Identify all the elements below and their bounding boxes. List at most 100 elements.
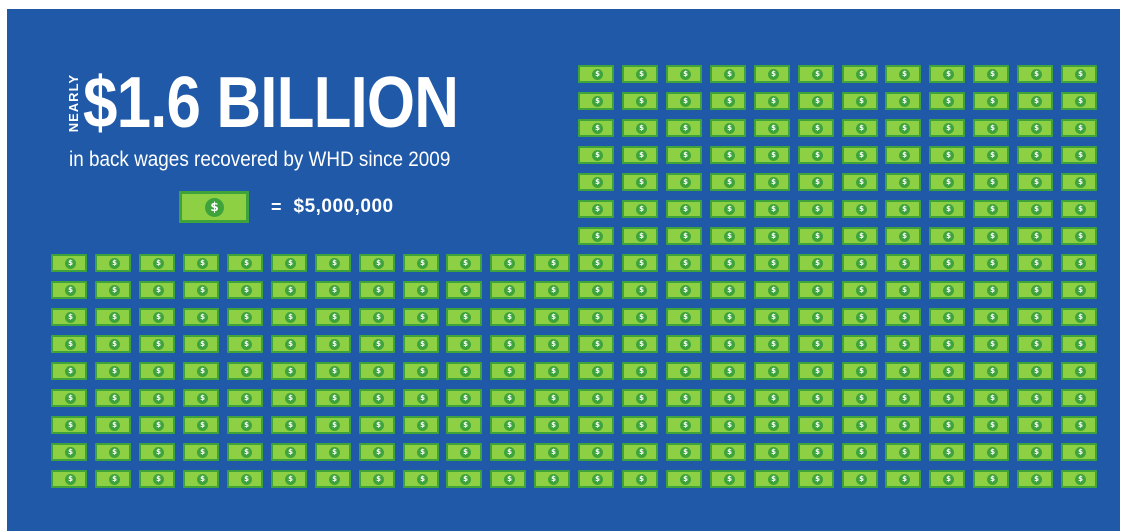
dollar-sign-icon: $ bbox=[899, 366, 910, 377]
dollar-sign-icon: $ bbox=[636, 447, 647, 458]
dollar-bill-icon: $ bbox=[183, 389, 219, 407]
dollar-sign-icon: $ bbox=[724, 258, 735, 269]
dollar-bill-icon: $ bbox=[271, 416, 307, 434]
dollar-sign-icon: $ bbox=[285, 339, 296, 350]
dollar-bill-icon: $ bbox=[578, 65, 614, 83]
dollar-bill-icon: $ bbox=[1017, 281, 1053, 299]
dollar-bill-icon: $ bbox=[183, 254, 219, 272]
dollar-sign-icon: $ bbox=[329, 285, 340, 296]
dollar-bill-icon: $ bbox=[885, 335, 921, 353]
dollar-sign-icon: $ bbox=[1031, 204, 1042, 215]
dollar-sign-icon: $ bbox=[197, 474, 208, 485]
dollar-bill-icon: $ bbox=[1061, 335, 1097, 353]
dollar-bill-icon: $ bbox=[1061, 470, 1097, 488]
dollar-bill-icon: $ bbox=[315, 416, 351, 434]
dollar-sign-icon: $ bbox=[899, 177, 910, 188]
dollar-bill-icon: $ bbox=[622, 254, 658, 272]
dollar-bill-icon: $ bbox=[578, 416, 614, 434]
dollar-sign-icon: $ bbox=[812, 474, 823, 485]
dollar-sign-icon: $ bbox=[680, 231, 691, 242]
dollar-bill-icon: $ bbox=[798, 470, 834, 488]
dollar-sign-icon: $ bbox=[592, 69, 603, 80]
dollar-bill-icon: $ bbox=[973, 200, 1009, 218]
dollar-bill-icon: $ bbox=[842, 443, 878, 461]
dollar-bill-icon: $ bbox=[798, 389, 834, 407]
dollar-sign-icon: $ bbox=[768, 474, 779, 485]
dollar-bill-icon: $ bbox=[51, 308, 87, 326]
dollar-bill-icon: $ bbox=[403, 254, 439, 272]
dollar-sign-icon: $ bbox=[65, 312, 76, 323]
dollar-sign-icon: $ bbox=[109, 447, 120, 458]
dollar-bill-icon: $ bbox=[666, 308, 702, 326]
dollar-bill-icon: $ bbox=[973, 335, 1009, 353]
dollar-sign-icon: $ bbox=[987, 447, 998, 458]
dollar-sign-icon: $ bbox=[768, 258, 779, 269]
dollar-bill-icon: $ bbox=[842, 389, 878, 407]
dollar-sign-icon: $ bbox=[768, 69, 779, 80]
dollar-sign-icon: $ bbox=[1075, 258, 1086, 269]
dollar-sign-icon: $ bbox=[899, 312, 910, 323]
dollar-bill-icon: $ bbox=[227, 470, 263, 488]
dollar-sign-icon: $ bbox=[943, 150, 954, 161]
dollar-sign-icon: $ bbox=[899, 204, 910, 215]
dollar-bill-icon: $ bbox=[973, 416, 1009, 434]
dollar-sign-icon: $ bbox=[241, 393, 252, 404]
dollar-sign-icon: $ bbox=[680, 258, 691, 269]
dollar-bill-icon: $ bbox=[842, 308, 878, 326]
dollar-bill-icon: $ bbox=[183, 281, 219, 299]
dollar-bill-icon: $ bbox=[929, 416, 965, 434]
dollar-bill-icon: $ bbox=[710, 281, 746, 299]
dollar-bill-icon: $ bbox=[578, 119, 614, 137]
dollar-sign-icon: $ bbox=[153, 447, 164, 458]
dollar-bill-icon: $ bbox=[754, 308, 790, 326]
dollar-bill-icon: $ bbox=[578, 443, 614, 461]
dollar-bill-icon: $ bbox=[710, 254, 746, 272]
dollar-sign-icon: $ bbox=[504, 312, 515, 323]
dollar-sign-icon: $ bbox=[636, 96, 647, 107]
dollar-bill-icon: $ bbox=[359, 335, 395, 353]
dollar-bill-icon: $ bbox=[315, 254, 351, 272]
dollar-sign-icon: $ bbox=[943, 258, 954, 269]
dollar-sign-icon: $ bbox=[943, 285, 954, 296]
dollar-sign-icon: $ bbox=[285, 312, 296, 323]
dollar-bill-icon: $ bbox=[359, 416, 395, 434]
dollar-sign-icon: $ bbox=[636, 312, 647, 323]
dollar-sign-icon: $ bbox=[680, 96, 691, 107]
dollar-sign-icon: $ bbox=[592, 447, 603, 458]
dollar-sign-icon: $ bbox=[329, 474, 340, 485]
dollar-bill-icon: $ bbox=[490, 335, 526, 353]
dollar-sign-icon: $ bbox=[724, 447, 735, 458]
dollar-sign-icon: $ bbox=[987, 285, 998, 296]
dollar-bill-icon: $ bbox=[403, 470, 439, 488]
dollar-sign-icon: $ bbox=[417, 285, 428, 296]
dollar-bill-icon: $ bbox=[929, 146, 965, 164]
dollar-sign-icon: $ bbox=[460, 420, 471, 431]
dollar-sign-icon: $ bbox=[636, 474, 647, 485]
dollar-bill-icon: $ bbox=[183, 362, 219, 380]
dollar-sign-icon: $ bbox=[636, 285, 647, 296]
dollar-sign-icon: $ bbox=[987, 393, 998, 404]
dollar-bill-icon: $ bbox=[885, 200, 921, 218]
dollar-bill-icon: $ bbox=[842, 200, 878, 218]
dollar-sign-icon: $ bbox=[943, 420, 954, 431]
dollar-bill-icon: $ bbox=[227, 443, 263, 461]
dollar-bill-icon: $ bbox=[227, 416, 263, 434]
dollar-sign-icon: $ bbox=[812, 258, 823, 269]
dollar-sign-icon: $ bbox=[329, 420, 340, 431]
dollar-sign-icon: $ bbox=[943, 204, 954, 215]
dollar-bill-icon: $ bbox=[622, 470, 658, 488]
dollar-sign-icon: $ bbox=[768, 420, 779, 431]
dollar-sign-icon: $ bbox=[373, 393, 384, 404]
dollar-sign-icon: $ bbox=[153, 258, 164, 269]
dollar-bill-icon: $ bbox=[710, 173, 746, 191]
dollar-sign-icon: $ bbox=[680, 312, 691, 323]
dollar-bill-icon: $ bbox=[446, 416, 482, 434]
dollar-sign-icon: $ bbox=[1031, 123, 1042, 134]
dollar-sign-icon: $ bbox=[504, 339, 515, 350]
dollar-bill-icon: $ bbox=[885, 146, 921, 164]
dollar-sign-icon: $ bbox=[812, 204, 823, 215]
dollar-bill-icon: $ bbox=[1061, 281, 1097, 299]
dollar-bill-icon: $ bbox=[578, 389, 614, 407]
dollar-bill-icon: $ bbox=[183, 470, 219, 488]
dollar-sign-icon: $ bbox=[1075, 447, 1086, 458]
